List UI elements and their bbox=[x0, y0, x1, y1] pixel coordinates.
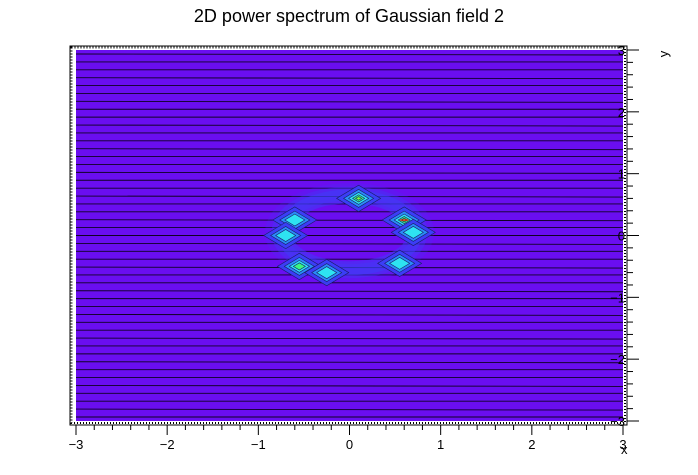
contour-line bbox=[75, 337, 624, 340]
power-peaks bbox=[263, 183, 436, 287]
y-tick-label: −3 bbox=[610, 414, 625, 429]
x-tick-label: 2 bbox=[528, 437, 535, 452]
contour-line bbox=[75, 77, 624, 80]
x-tick-label: −1 bbox=[251, 437, 266, 452]
chart-title: 2D power spectrum of Gaussian field 2 bbox=[193, 6, 505, 26]
power-peak bbox=[389, 256, 411, 270]
power-peak bbox=[402, 226, 424, 239]
y-axis: −3 −2 −1 0 1 2 3 bbox=[610, 43, 639, 429]
frame-dotted bbox=[70, 46, 626, 424]
x-tick-label: −3 bbox=[69, 437, 84, 452]
contour-line bbox=[75, 124, 624, 127]
contour-line bbox=[75, 219, 624, 222]
y-tick-label: 0 bbox=[618, 229, 625, 244]
x-tick-label: 3 bbox=[619, 437, 626, 452]
contour-line bbox=[75, 53, 624, 56]
y-tick-label: 2 bbox=[618, 105, 625, 120]
x-tick-label: 0 bbox=[346, 437, 353, 452]
power-peak bbox=[292, 262, 306, 271]
contour-line bbox=[75, 242, 624, 245]
y-axis-title: y bbox=[656, 50, 671, 57]
contour-line bbox=[75, 408, 624, 411]
x-axis: −3 −2 −1 0 1 2 3 bbox=[69, 424, 627, 452]
y-tick-label: −2 bbox=[610, 352, 625, 367]
power-peak bbox=[316, 266, 338, 279]
contour-line bbox=[75, 171, 624, 174]
contour-line bbox=[75, 313, 624, 316]
contour-line bbox=[75, 290, 624, 293]
y-tick-label: 1 bbox=[618, 167, 625, 182]
y-tick-label: −1 bbox=[610, 290, 625, 305]
power-peak bbox=[284, 213, 306, 227]
x-tick-label: 1 bbox=[437, 437, 444, 452]
contour-lines bbox=[75, 53, 624, 418]
contour-line bbox=[75, 148, 624, 151]
contour-line bbox=[75, 384, 624, 387]
contour-line bbox=[75, 361, 624, 364]
y-tick-label: 3 bbox=[618, 43, 625, 58]
x-tick-label: −2 bbox=[160, 437, 175, 452]
power-peak bbox=[275, 229, 297, 242]
x-axis-title: x bbox=[621, 442, 628, 457]
contour-line bbox=[75, 100, 624, 103]
power-peak bbox=[355, 196, 363, 201]
